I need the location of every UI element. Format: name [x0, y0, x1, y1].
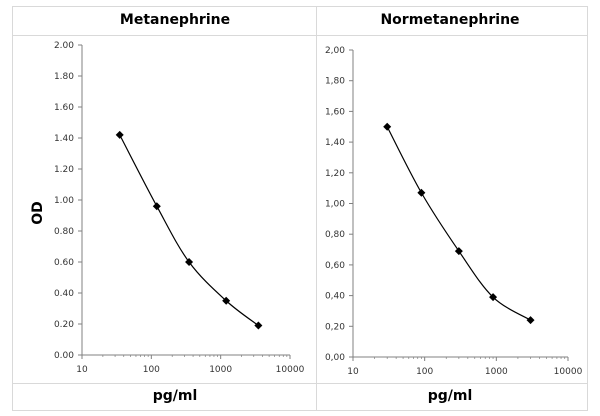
normetanephrine-y-tick-label: 0,00 — [325, 353, 345, 363]
metanephrine-data-point — [185, 258, 194, 266]
table-border-divider — [316, 6, 317, 411]
metanephrine-y-tick-label: 1.00 — [54, 196, 74, 206]
normetanephrine-y-tick-label: 2,00 — [325, 46, 345, 56]
metanephrine-data-point — [152, 202, 161, 211]
normetanephrine-y-tick-label: 1,40 — [325, 138, 345, 148]
normetanephrine-data-point — [526, 316, 535, 325]
metanephrine-y-tick-label: 1.20 — [54, 165, 74, 175]
metanephrine-data-point — [254, 321, 263, 330]
table-border-header — [12, 35, 588, 36]
metanephrine-x-tick-label: 10000 — [276, 365, 305, 375]
metanephrine-x-tick-label: 10 — [76, 365, 88, 375]
table-border-bottom — [12, 410, 588, 411]
metanephrine-y-tick-label: 0.40 — [54, 289, 74, 299]
normetanephrine-y-tick-label: 1,60 — [325, 107, 345, 117]
normetanephrine-data-point — [489, 293, 498, 302]
table-border-bottom-row — [12, 383, 588, 384]
normetanephrine-y-tick-label: 0,20 — [325, 322, 345, 332]
chart-title-normetanephrine: Normetanephrine — [380, 12, 520, 28]
normetanephrine-x-tick-label: 10 — [347, 367, 359, 377]
metanephrine-series-line — [119, 134, 259, 327]
normetanephrine-y-tick-label: 0,80 — [325, 230, 345, 240]
table-border-left — [12, 6, 13, 411]
chart-title-metanephrine: Metanephrine — [119, 12, 231, 28]
normetanephrine-data-point — [417, 188, 426, 197]
metanephrine-y-tick-label: 1.40 — [54, 134, 74, 144]
table-border-top — [12, 6, 588, 7]
table-border-right — [587, 6, 588, 411]
metanephrine-data-point — [222, 296, 231, 305]
metanephrine-y-tick-label: 1.60 — [54, 103, 74, 113]
normetanephrine-data-point — [383, 122, 392, 131]
metanephrine-y-tick-label: 0.80 — [54, 227, 74, 237]
normetanephrine-data-point — [454, 247, 463, 256]
x-axis-label-right: pg/ml — [427, 388, 473, 404]
normetanephrine-y-tick-label: 0,60 — [325, 261, 345, 271]
normetanephrine-x-tick-label: 100 — [416, 367, 433, 377]
normetanephrine-x-tick-label: 1000 — [485, 367, 508, 377]
normetanephrine-y-tick-label: 1,20 — [325, 169, 345, 179]
metanephrine-y-tick-label: 2.00 — [54, 41, 74, 51]
normetanephrine-y-tick-label: 1,80 — [325, 77, 345, 87]
metanephrine-y-tick-label: 0.60 — [54, 258, 74, 268]
metanephrine-y-tick-label: 0.00 — [54, 351, 74, 361]
metanephrine-x-tick-label: 100 — [143, 365, 160, 375]
normetanephrine-y-tick-label: 0,40 — [325, 292, 345, 302]
metanephrine-x-tick-label: 1000 — [209, 365, 232, 375]
normetanephrine-y-tick-label: 1,00 — [325, 200, 345, 210]
metanephrine-y-tick-label: 0.20 — [54, 320, 74, 330]
normetanephrine-x-tick-label: 10000 — [554, 367, 583, 377]
metanephrine-data-point — [115, 130, 124, 139]
normetanephrine-series-line — [386, 126, 531, 321]
metanephrine-y-tick-label: 1.80 — [54, 72, 74, 82]
x-axis-label-left: pg/ml — [152, 388, 198, 404]
